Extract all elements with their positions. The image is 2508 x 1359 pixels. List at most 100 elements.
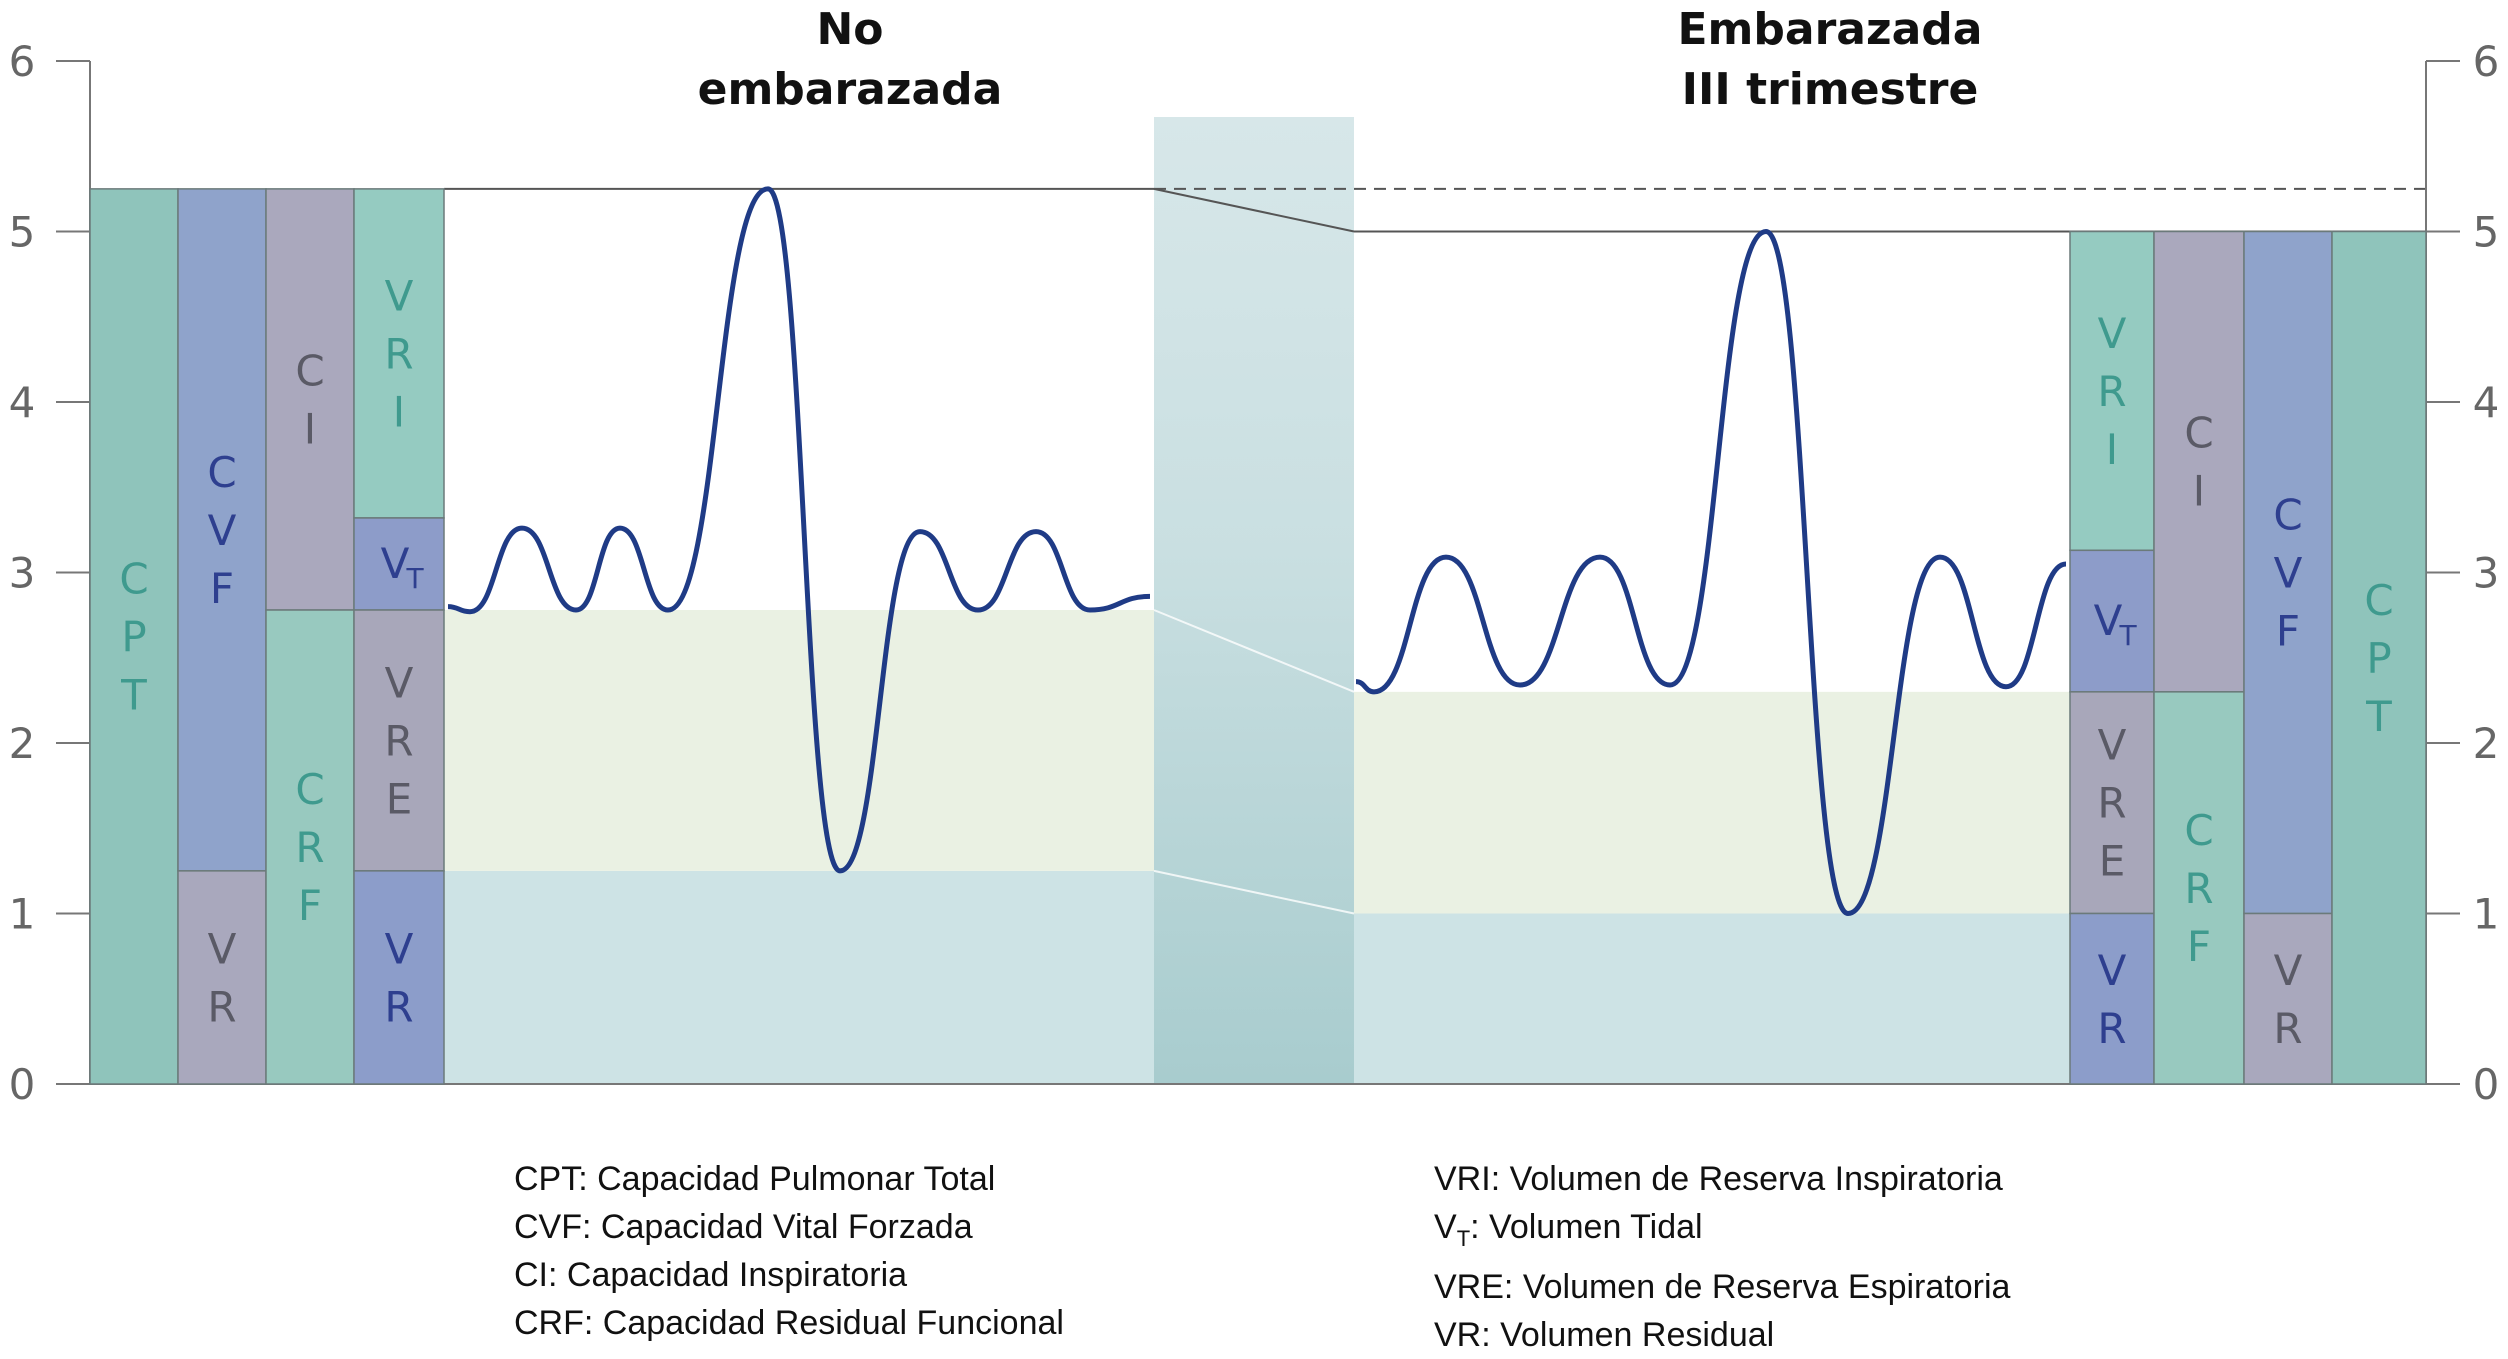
bar-letter-cpt-right-2: T — [2365, 692, 2392, 741]
bar-cvf-right: CVF — [2243, 230, 2333, 915]
tick-label-right-6: 6 — [2473, 37, 2500, 86]
bar-rect-vri-left — [353, 188, 445, 519]
tick-label-left-6: 6 — [9, 37, 36, 86]
tick-label-left-0: 0 — [9, 1060, 36, 1109]
bar-vr-right-col3: VR — [2243, 912, 2333, 1085]
tick-label-left-4: 4 — [9, 378, 36, 427]
bar-letter-vri-left-2: I — [393, 387, 405, 436]
bar-letter-vr-right-col1-0: V — [2098, 946, 2127, 995]
bar-text-vt-right: V — [2094, 596, 2123, 645]
bar-rect-crf-left — [265, 609, 355, 1085]
bar-subtext-vt-left: T — [405, 562, 424, 595]
bar-letter-vre-right-2: E — [2099, 837, 2126, 886]
bar-vre-left: VRE — [353, 609, 445, 872]
tick-label-right-4: 4 — [2473, 378, 2500, 427]
band-vre-left — [444, 610, 1154, 871]
tlc-slope — [1153, 187, 1355, 233]
bar-letter-vre-left-2: E — [386, 774, 413, 823]
bar-vr-left-col4: VR — [353, 870, 445, 1085]
bar-letter-cvf-right-1: V — [2274, 549, 2303, 598]
bar-rect-ci-right — [2153, 230, 2245, 693]
title-left-line2: embarazada — [698, 64, 1003, 115]
legend-item-ci: CI: Capacidad Inspiratoria — [514, 1256, 908, 1294]
volume-bars: CPTCVFVRCICRFVRIVTVREVRVRIVTVREVRCICRFCV… — [89, 188, 2427, 1085]
bar-rect-cpt-right — [2331, 230, 2427, 1085]
legend-item-vri: VRI: Volumen de Reserva Inspiratoria — [1434, 1160, 2003, 1198]
title-left-line1: No — [816, 4, 883, 55]
bar-letter-cpt-left-1: P — [121, 612, 146, 661]
band-vre-right — [1354, 691, 2070, 914]
tick-label-left-2: 2 — [9, 719, 36, 768]
bar-letter-vre-right-1: R — [2097, 779, 2126, 828]
bar-vt-left: VT — [353, 517, 445, 611]
bar-letter-vr-left-col4-0: V — [385, 924, 414, 973]
bar-letter-crf-right-1: R — [2184, 864, 2213, 913]
bar-cpt-right: CPT — [2331, 230, 2427, 1085]
bar-letter-crf-right-0: C — [2184, 806, 2213, 855]
bar-rect-cpt-left — [89, 188, 179, 1085]
bar-subtext-vt-right: T — [2118, 619, 2137, 652]
bar-rect-vr-left-col2 — [177, 870, 267, 1085]
bar-letter-cvf-right-0: C — [2273, 491, 2302, 540]
bar-letter-vri-left-0: V — [385, 271, 414, 320]
bar-letter-cvf-right-2: F — [2276, 607, 2300, 656]
bar-letter-vre-left-1: R — [384, 716, 413, 765]
volume-bands — [444, 610, 2070, 1084]
bar-rect-ci-left — [265, 188, 355, 611]
bar-letter-vr-right-col3-0: V — [2274, 946, 2303, 995]
bar-letter-vr-right-col3-1: R — [2273, 1004, 2302, 1053]
spirogram-no-embarazada — [447, 186, 1151, 874]
bar-rect-crf-right — [2153, 691, 2245, 1085]
tick-label-right-2: 2 — [2473, 719, 2500, 768]
bar-letter-vre-right-0: V — [2098, 721, 2127, 770]
tick-label-left-5: 5 — [9, 208, 36, 257]
bar-letter-vri-right-1: R — [2097, 367, 2126, 416]
bar-vri-left: VRI — [353, 188, 445, 519]
tick-label-right-3: 3 — [2473, 549, 2500, 598]
bar-rect-vre-left — [353, 609, 445, 872]
bar-vr-right-col1: VR — [2069, 912, 2155, 1085]
bar-rect-vri-right — [2069, 230, 2155, 552]
bar-letter-cpt-right-1: P — [2366, 634, 2391, 683]
legend-item-cvf: CVF: Capacidad Vital Forzada — [514, 1208, 973, 1246]
legend-right: VRI: Volumen de Reserva Inspiratoria VT:… — [1434, 1155, 2010, 1359]
bar-letter-crf-left-0: C — [295, 765, 324, 814]
tick-label-left-3: 3 — [9, 549, 36, 598]
bar-vr-left-col2: VR — [177, 870, 267, 1085]
tick-label-left-1: 1 — [9, 890, 36, 939]
bar-ci-right: CI — [2153, 230, 2245, 693]
bar-vt-right: VT — [2069, 549, 2155, 693]
bar-rect-vt-right — [2069, 549, 2155, 693]
bar-letter-cpt-left-0: C — [119, 554, 148, 603]
bar-cvf-left: CVF — [177, 188, 267, 872]
rv-slope — [1153, 869, 1355, 915]
bar-letter-vr-left-col4-1: R — [384, 982, 413, 1031]
bar-rect-cvf-left — [177, 188, 267, 872]
title-right-line1: Embarazada — [1678, 4, 1983, 55]
bar-letter-cpt-left-2: T — [120, 670, 147, 719]
bar-crf-left: CRF — [265, 609, 355, 1085]
legend-left: CPT: Capacidad Pulmonar Total CVF: Capac… — [514, 1155, 1064, 1347]
bar-text-vt-left: V — [381, 539, 410, 588]
bar-crf-right: CRF — [2153, 691, 2245, 1085]
bar-letter-ci-left-1: I — [304, 404, 316, 453]
bar-letter-cvf-left-0: C — [207, 448, 236, 497]
bar-letter-vri-left-1: R — [384, 329, 413, 378]
bar-letter-ci-left-0: C — [295, 346, 324, 395]
bar-cpt-left: CPT — [89, 188, 179, 1085]
bar-ci-left: CI — [265, 188, 355, 611]
legend-item-vt: VT: Volumen Tidal — [1434, 1208, 1703, 1251]
band-vr-left — [444, 870, 1154, 1084]
legend-item-crf: CRF: Capacidad Residual Funcional — [514, 1304, 1064, 1342]
bar-letter-ci-right-0: C — [2184, 409, 2213, 458]
tick-label-right-5: 5 — [2473, 208, 2500, 257]
bar-rect-vr-left-col4 — [353, 870, 445, 1085]
bar-vre-right: VRE — [2069, 691, 2155, 915]
bar-rect-vr-right-col3 — [2243, 912, 2333, 1085]
bar-letter-vri-right-0: V — [2098, 309, 2127, 358]
bar-letter-crf-right-2: F — [2187, 922, 2211, 971]
bar-letter-vr-left-col2-1: R — [207, 982, 236, 1031]
frc-slope — [1153, 609, 1355, 693]
bar-vri-right: VRI — [2069, 230, 2155, 552]
